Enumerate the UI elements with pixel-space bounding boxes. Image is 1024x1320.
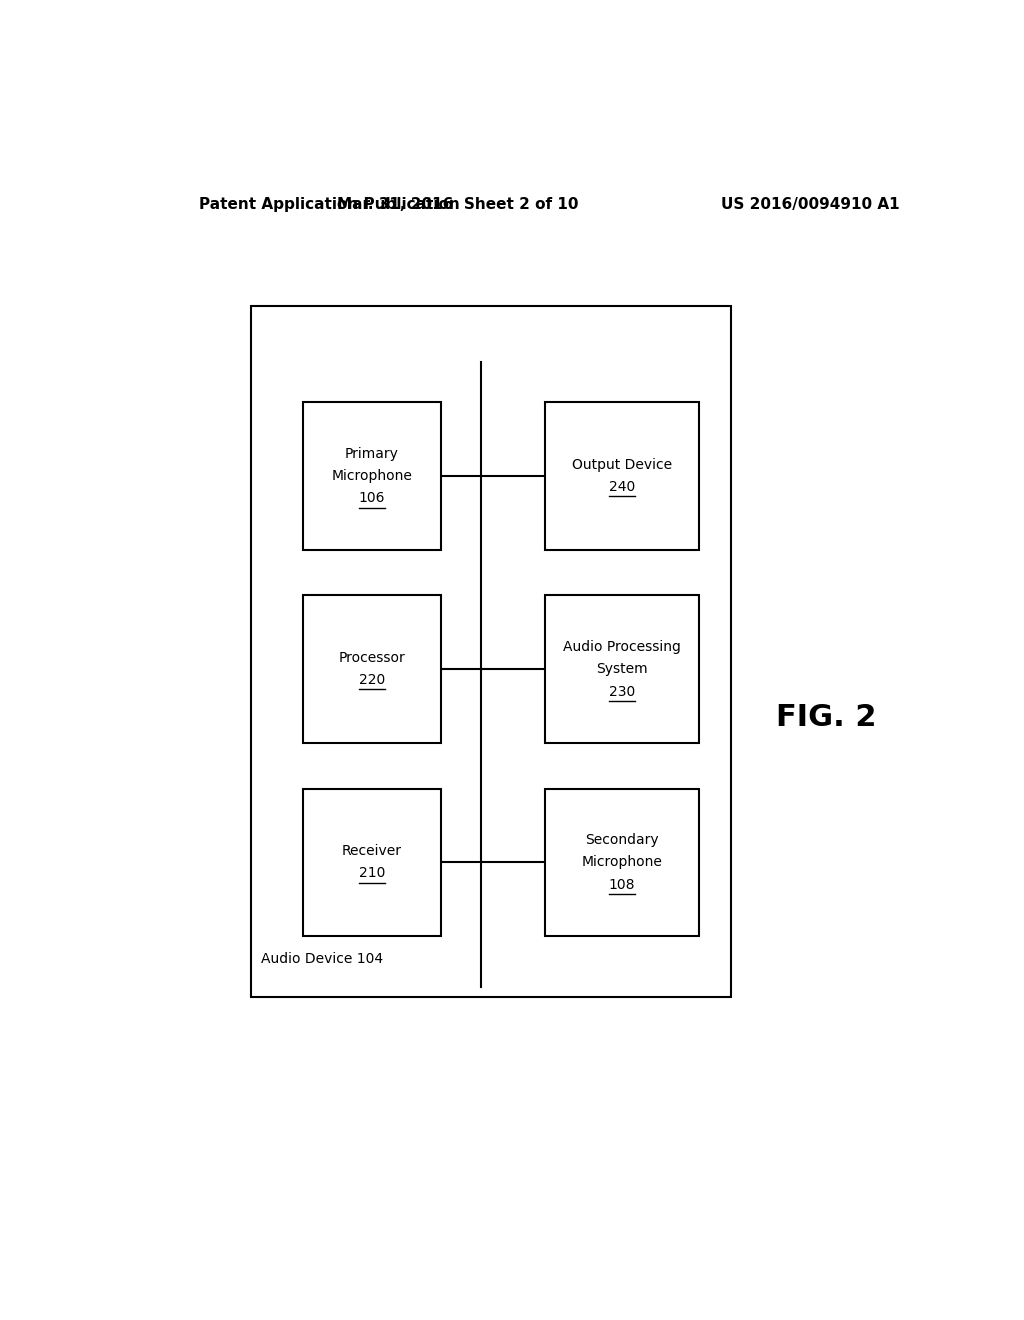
Bar — [303, 595, 441, 743]
Text: Audio Device 104: Audio Device 104 — [260, 953, 383, 966]
Text: Output Device: Output Device — [572, 458, 672, 471]
Text: System: System — [596, 663, 648, 676]
Text: Secondary: Secondary — [585, 833, 658, 847]
Text: Receiver: Receiver — [342, 843, 402, 858]
Text: 230: 230 — [609, 685, 635, 698]
Text: Audio Processing: Audio Processing — [563, 640, 681, 653]
Bar — [545, 595, 699, 743]
Text: Microphone: Microphone — [332, 469, 413, 483]
Bar — [545, 403, 699, 549]
Bar — [545, 788, 699, 936]
Text: 210: 210 — [358, 866, 385, 880]
Bar — [251, 306, 731, 997]
Text: Processor: Processor — [339, 651, 406, 665]
Bar — [303, 788, 441, 936]
Text: US 2016/0094910 A1: US 2016/0094910 A1 — [721, 197, 900, 211]
Text: 108: 108 — [608, 878, 635, 891]
Text: Microphone: Microphone — [582, 855, 663, 870]
Text: 220: 220 — [358, 673, 385, 688]
Text: Mar. 31, 2016  Sheet 2 of 10: Mar. 31, 2016 Sheet 2 of 10 — [337, 197, 579, 211]
Text: 106: 106 — [358, 491, 385, 506]
Text: Patent Application Publication: Patent Application Publication — [200, 197, 460, 211]
Text: FIG. 2: FIG. 2 — [776, 704, 877, 731]
Bar — [303, 403, 441, 549]
Text: 240: 240 — [609, 480, 635, 494]
Text: Primary: Primary — [345, 446, 399, 461]
